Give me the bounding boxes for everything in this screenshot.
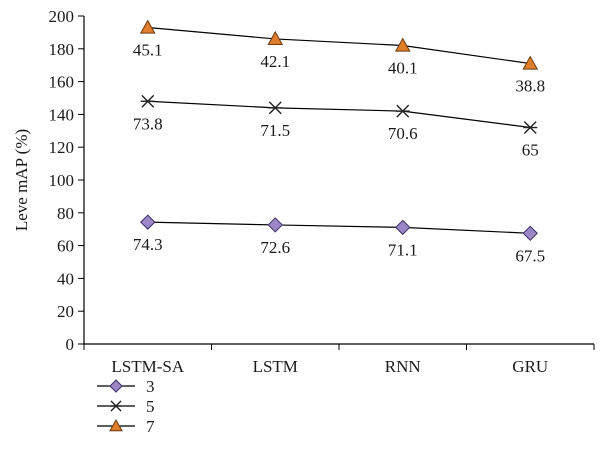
y-tick-label: 0: [66, 335, 75, 354]
series-markers: [139, 19, 539, 242]
y-tick-label: 40: [57, 269, 74, 288]
point-marker-7: [394, 37, 411, 52]
series-line-7: [147, 26, 531, 65]
point-marker-3: [267, 217, 283, 233]
point-marker-5: [268, 101, 283, 115]
series-line-5: [147, 100, 531, 129]
legend-marker-5: [110, 400, 122, 412]
series-lines: [147, 26, 531, 234]
y-tick-label: 80: [57, 204, 74, 223]
point-marker-3: [395, 219, 411, 236]
data-label: 74.3: [133, 235, 163, 254]
data-labels: 74.3 72.6 71.1 67.5 73.8 71.5 70.6 65 45.1 42.1 40…: [133, 40, 545, 265]
y-tick-label: 20: [57, 302, 74, 321]
point-marker-5: [523, 121, 538, 134]
data-label: 72.6: [260, 238, 290, 257]
y-axis-title: Leve mAP (%): [12, 129, 31, 231]
y-tick-label: 180: [49, 40, 75, 59]
data-label: 45.1: [133, 40, 163, 59]
x-tick-label: LSTM-SA: [111, 357, 184, 376]
data-label: 38.8: [515, 77, 545, 96]
data-label: 65: [522, 141, 539, 160]
axis-ticks: 0 20 40 60 80 100 120 140 160 180 200 LSTM-SA LSTM RN…: [49, 7, 595, 376]
legend: 357: [97, 377, 155, 436]
legend-label: 5: [146, 397, 155, 416]
axes: [83, 16, 594, 345]
legend-label: 7: [146, 417, 155, 436]
point-marker-7: [267, 30, 284, 46]
data-label: 71.1: [388, 240, 418, 259]
point-marker-3: [140, 214, 156, 230]
y-tick-label: 140: [49, 105, 75, 124]
y-tick-label: 200: [49, 7, 75, 26]
y-tick-label: 160: [49, 73, 75, 92]
data-label: 70.6: [388, 124, 418, 143]
data-label: 42.1: [260, 52, 290, 71]
point-marker-5: [395, 104, 410, 118]
y-tick-label: 60: [57, 237, 74, 256]
legend-marker-7: [109, 418, 123, 432]
data-label: 67.5: [515, 246, 545, 265]
x-tick-label: GRU: [512, 357, 548, 376]
data-label: 73.8: [133, 114, 163, 133]
point-marker-3: [522, 225, 538, 242]
x-tick-label: RNN: [385, 357, 421, 376]
y-tick-label: 100: [49, 171, 75, 190]
data-label: 40.1: [388, 59, 418, 78]
legend-marker-3: [109, 379, 123, 393]
x-tick-label: LSTM: [253, 357, 298, 376]
point-marker-7: [139, 19, 156, 34]
point-marker-7: [522, 55, 539, 70]
legend-label: 3: [146, 377, 155, 396]
y-tick-label: 120: [49, 138, 75, 157]
data-label: 71.5: [260, 121, 290, 140]
point-marker-5: [140, 94, 155, 108]
series-line-3: [147, 221, 531, 234]
